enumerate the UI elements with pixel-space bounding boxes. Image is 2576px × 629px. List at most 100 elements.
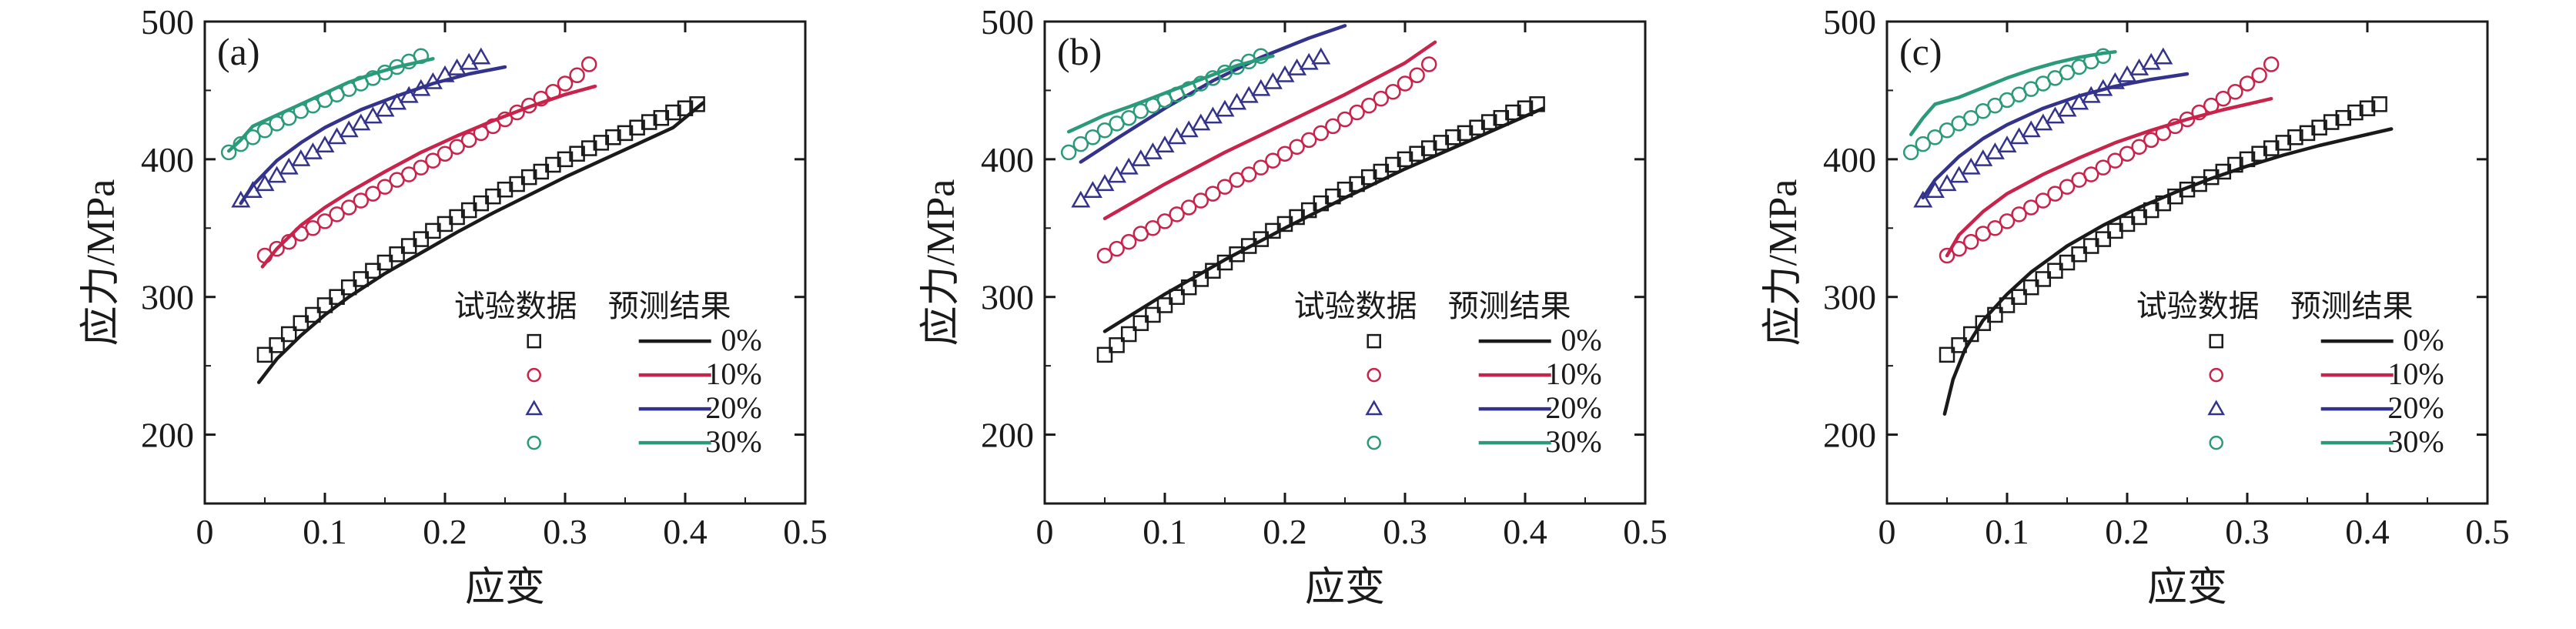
data-point-10pct	[1325, 118, 1341, 135]
data-point-0pct	[1409, 146, 1425, 162]
data-point-20pct	[1949, 166, 1969, 183]
data-point-0pct	[617, 125, 634, 142]
data-point-10pct	[1240, 166, 1257, 182]
data-point-20pct	[1997, 136, 2017, 152]
data-point-10pct	[1360, 97, 1377, 114]
data-point-0pct	[1156, 297, 1173, 313]
legend-marker-20pct	[1365, 400, 1383, 416]
data-point-0pct	[376, 254, 393, 271]
data-point-10pct	[1156, 213, 1173, 229]
legend-marker-30pct	[527, 435, 541, 450]
data-point-30pct	[1902, 144, 1919, 161]
chart-panel-1: 0 0.1 0.2 0.3 0.4 0.5 200 300 400 500 应变 应力/MPa (a) 试…	[79, 2, 828, 610]
data-point-10pct	[1300, 132, 1317, 149]
data-point-0pct	[2335, 109, 2352, 126]
data-point-30pct	[2095, 48, 2112, 64]
data-point-10pct	[437, 146, 453, 162]
data-point-20pct	[1119, 157, 1139, 175]
data-point-0pct	[1205, 263, 1221, 279]
data-point-10pct	[509, 104, 525, 121]
y-axis-title: 应力/MPa	[1761, 179, 1805, 346]
y-tick-label: 300	[981, 278, 1034, 317]
data-point-0pct	[497, 181, 514, 198]
data-point-10pct	[1939, 247, 1955, 264]
data-point-10pct	[2143, 132, 2159, 149]
data-point-0pct	[1951, 337, 1967, 353]
data-point-20pct	[1107, 166, 1127, 183]
y-tick-label: 500	[981, 2, 1034, 42]
data-point-0pct	[305, 306, 321, 323]
data-point-0pct	[1096, 346, 1113, 363]
data-point-10pct	[2251, 67, 2267, 84]
data-point-0pct	[1132, 315, 1149, 331]
data-point-30pct	[1085, 129, 1101, 146]
data-point-10pct	[2095, 159, 2112, 176]
data-point-10pct	[269, 240, 285, 257]
data-point-0pct	[580, 140, 597, 156]
x-axis-title: 应变	[1305, 566, 1385, 610]
x-tick-label: 0	[1878, 512, 1896, 551]
data-point-0pct	[2239, 151, 2256, 168]
x-tick-label: 0.4	[663, 512, 708, 551]
predicted-line-20pct	[1921, 72, 2190, 200]
data-point-0pct	[569, 146, 585, 162]
data-point-0pct	[2022, 279, 2039, 296]
data-point-0pct	[641, 114, 657, 130]
legend-label-0pct: 0%	[721, 323, 761, 357]
data-point-0pct	[1480, 114, 1497, 130]
data-point-10pct	[1265, 152, 1281, 169]
data-point-30pct	[1253, 48, 1270, 64]
x-tick-label: 0.1	[1142, 512, 1187, 551]
data-point-0pct	[1457, 125, 1474, 142]
data-point-0pct	[605, 129, 621, 146]
data-point-0pct	[2095, 231, 2112, 247]
data-point-10pct	[2191, 104, 2207, 121]
predicted-line-10pct	[1945, 96, 2273, 258]
data-point-20pct	[1913, 190, 1933, 208]
panel-label: (b)	[1057, 30, 1102, 73]
legend-header-data: 试验数据	[2136, 289, 2260, 323]
data-point-10pct	[256, 247, 273, 264]
data-point-10pct	[2167, 118, 2183, 135]
data-point-10pct	[460, 132, 477, 149]
data-point-0pct	[1445, 129, 1461, 146]
data-point-10pct	[2239, 75, 2256, 92]
data-point-0pct	[316, 297, 333, 313]
data-point-0pct	[1517, 100, 1534, 116]
data-point-10pct	[1373, 90, 1390, 107]
data-point-0pct	[653, 109, 670, 126]
data-point-0pct	[1145, 306, 1161, 323]
data-point-30pct	[1939, 122, 1955, 139]
legend-label-20pct: 20%	[2387, 390, 2444, 425]
data-point-0pct	[1193, 271, 1209, 287]
data-point-10pct	[2155, 125, 2172, 142]
data-point-0pct	[329, 289, 345, 305]
data-point-20pct	[231, 190, 251, 208]
data-point-0pct	[256, 346, 273, 363]
data-point-30pct	[233, 136, 249, 152]
data-point-30pct	[1962, 109, 1979, 126]
data-point-10pct	[365, 186, 381, 202]
data-point-0pct	[389, 246, 405, 263]
data-point-10pct	[1180, 199, 1197, 216]
data-point-0pct	[413, 231, 430, 247]
data-point-10pct	[1145, 220, 1161, 236]
data-point-10pct	[353, 192, 370, 209]
data-point-0pct	[1975, 315, 1992, 331]
data-point-10pct	[316, 213, 333, 229]
legend-marker-30pct	[1367, 435, 1381, 450]
data-point-10pct	[1385, 83, 1401, 100]
data-point-0pct	[2047, 263, 2063, 279]
data-point-10pct	[1120, 233, 1137, 250]
data-point-0pct	[2347, 104, 2364, 121]
legend-marker-30pct	[2209, 435, 2223, 450]
data-point-10pct	[329, 206, 345, 222]
legend-marker-0pct	[527, 333, 541, 349]
legend-label-10pct: 10%	[1545, 356, 1601, 391]
data-point-0pct	[1253, 231, 1270, 247]
data-point-30pct	[256, 122, 273, 139]
data-point-0pct	[1529, 96, 1545, 112]
data-point-0pct	[689, 96, 705, 112]
